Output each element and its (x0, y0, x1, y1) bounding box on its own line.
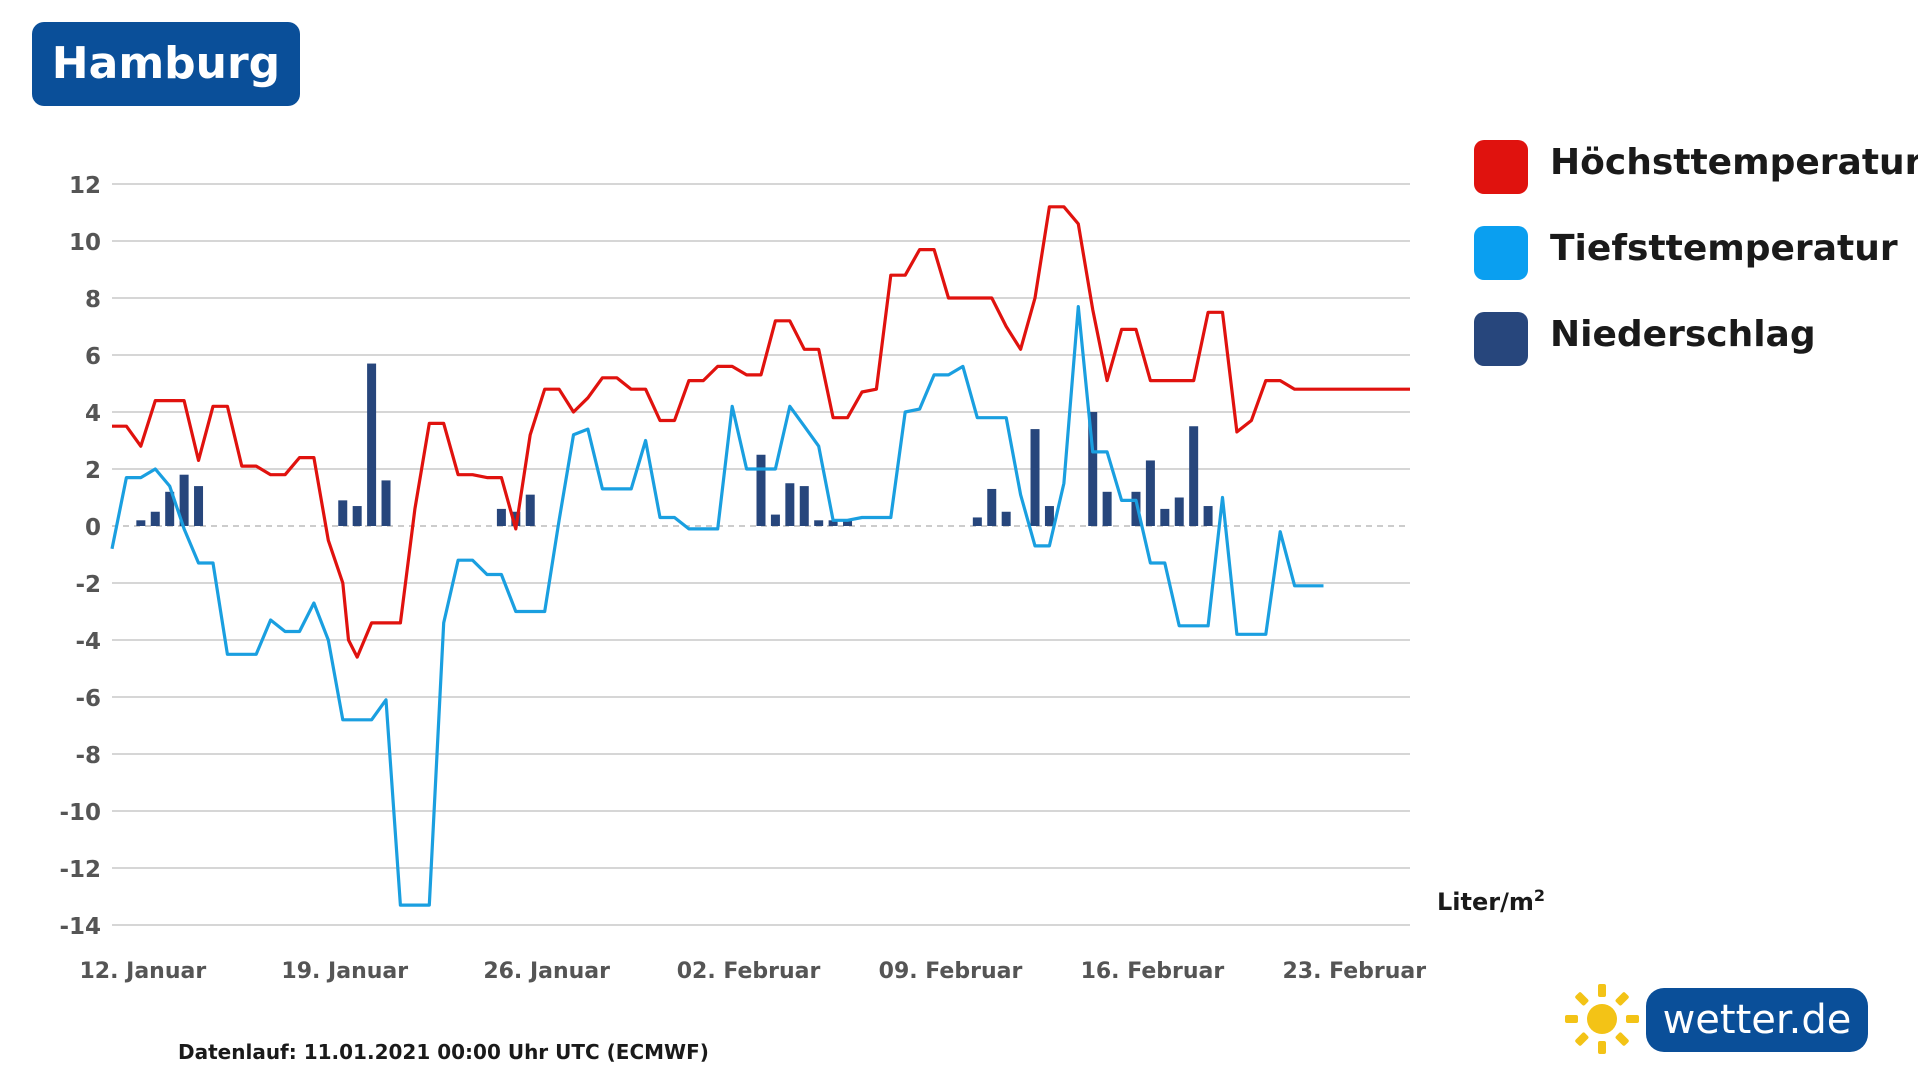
precip-bar (828, 520, 838, 526)
precip-bar (1102, 491, 1112, 526)
y-tick-label: 8 (85, 287, 101, 313)
x-tick-label: 26. Januar (483, 959, 610, 984)
precip-bar (525, 494, 535, 526)
legend-swatch-max (1474, 140, 1528, 194)
precip-bar (338, 500, 348, 526)
precip-bar (136, 520, 146, 526)
precip-bar (194, 486, 204, 526)
min-temp-line (110, 305, 1324, 907)
x-tick-label: 09. Februar (879, 959, 1023, 984)
precip-bar (179, 474, 189, 526)
precip-bar (814, 520, 824, 526)
legend-swatch-precip (1474, 312, 1528, 366)
y-tick-label: -14 (59, 914, 101, 940)
precip-bar (150, 511, 160, 526)
y-tick-label: 12 (69, 173, 101, 199)
precip-bar (165, 491, 175, 526)
y-tick-label: 4 (85, 401, 101, 427)
precip-bars (136, 363, 1213, 526)
precip-bar (1088, 412, 1098, 526)
y-tick-label: -8 (75, 743, 101, 769)
max-temp-line (112, 205, 1410, 659)
y-tick-label: 0 (85, 515, 101, 541)
precip-bar (1131, 491, 1141, 526)
x-tick-label: 23. Februar (1282, 959, 1426, 984)
legend-swatch-min (1474, 226, 1528, 280)
precip-bar (1160, 508, 1170, 526)
precip-bar (1174, 497, 1184, 526)
precip-bar (1189, 426, 1199, 526)
precip-bar (1030, 429, 1040, 526)
precip-bar (496, 508, 506, 526)
x-axis-ticks: 12. Januar 19. Januar 26. Januar 02. Februa… (80, 959, 1427, 984)
unit-exponent: 2 (1533, 886, 1546, 905)
precip-bar (987, 488, 997, 526)
precip-bar (381, 480, 391, 526)
precip-bar (785, 483, 795, 526)
wetter-logo[interactable]: wetter.de (1562, 982, 1868, 1056)
x-tick-label: 02. Februar (677, 959, 821, 984)
temp-lines (110, 205, 1410, 907)
run-info: Datenlauf: 11.01.2021 00:00 Uhr UTC (ECM… (178, 1040, 709, 1064)
y-axis-ticks: 12 10 8 6 4 2 0 -2 -4 -6 -8 -10 -12 -14 (59, 173, 101, 940)
y-tick-label: -12 (59, 857, 101, 883)
unit-base: Liter/m (1437, 888, 1534, 916)
sun-icon (1565, 984, 1639, 1054)
y-tick-label: -10 (59, 800, 101, 826)
x-tick-label: 19. Januar (281, 959, 408, 984)
city-name: Hamburg (51, 38, 281, 89)
precip-bar (367, 363, 377, 526)
legend-label-precip: Niederschlag (1550, 314, 1816, 355)
precip-bar (1145, 460, 1155, 526)
y-tick-label: -6 (75, 686, 101, 712)
logo-text: wetter.de (1646, 988, 1868, 1052)
y-tick-label: 10 (69, 230, 101, 256)
legend-label-max: Höchsttemperatur (1550, 142, 1918, 183)
precip-bar (1203, 506, 1213, 526)
precip-unit-label: Liter/m2 (1437, 886, 1545, 916)
precip-bar (352, 506, 362, 526)
y-tick-label: -4 (75, 629, 101, 655)
precip-bar (770, 514, 780, 526)
y-tick-label: 2 (85, 458, 101, 484)
x-tick-label: 12. Januar (80, 959, 207, 984)
precip-bar (843, 520, 853, 526)
x-tick-label: 16. Februar (1081, 959, 1225, 984)
y-tick-label: -2 (75, 572, 101, 598)
y-tick-label: 6 (85, 344, 101, 370)
precip-bar (1044, 506, 1054, 526)
precip-bar (972, 517, 982, 526)
precip-bar (799, 486, 809, 526)
precip-bar (756, 454, 766, 526)
precip-bar (1001, 511, 1011, 526)
city-badge: Hamburg (32, 22, 300, 106)
legend-label-min: Tiefsttemperatur (1550, 228, 1898, 269)
